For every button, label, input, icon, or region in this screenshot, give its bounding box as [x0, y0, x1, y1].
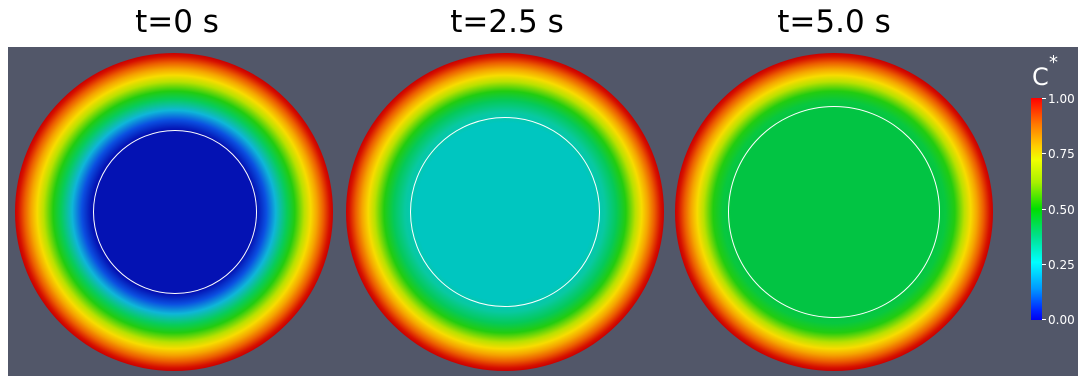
colorbar-tick-label: 0.75 — [1048, 147, 1075, 161]
interface-circle-t0 — [93, 130, 257, 294]
colorbar-tick-label: 0.25 — [1048, 258, 1075, 272]
render-viewport[interactable]: C * 1.00 0.75 0.50 0.25 0.00 — [8, 47, 1078, 376]
colorbar-title-superscript: * — [1049, 52, 1058, 73]
colorbar-tick — [1042, 98, 1046, 99]
colorbar — [1031, 98, 1042, 320]
colorbar-tick-label: 0.50 — [1048, 203, 1075, 217]
colorbar-tick — [1042, 209, 1046, 210]
colorbar-tick — [1042, 153, 1046, 154]
panel-title-t5: t=5.0 s — [777, 4, 891, 40]
colorbar-tick-label: 0.00 — [1048, 313, 1075, 327]
interface-circle-t5 — [728, 106, 940, 318]
colorbar-tick — [1042, 264, 1046, 265]
panel-titles: t=0 s t=2.5 s t=5.0 s — [0, 0, 1080, 46]
panel-title-t0: t=0 s — [135, 4, 219, 40]
interface-circle-t2-5 — [410, 117, 600, 307]
panel-title-t2-5: t=2.5 s — [450, 4, 564, 40]
colorbar-title: C — [1032, 63, 1049, 91]
colorbar-tick — [1042, 319, 1046, 320]
colorbar-tick-label: 1.00 — [1048, 92, 1075, 106]
